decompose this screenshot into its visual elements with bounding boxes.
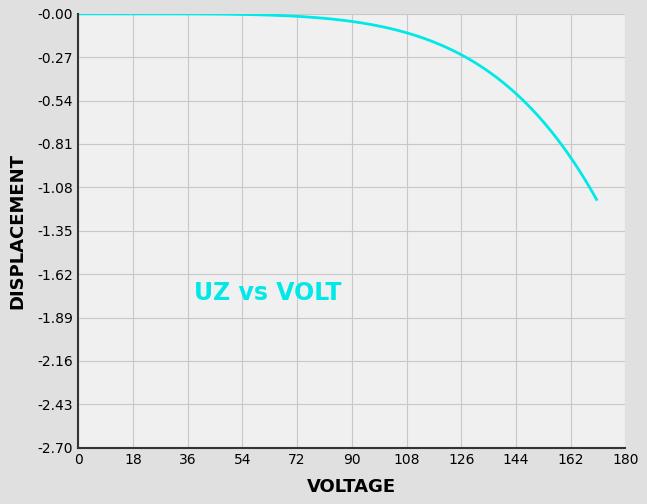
Y-axis label: DISPLACEMENT: DISPLACEMENT: [8, 153, 27, 309]
Text: UZ vs VOLT: UZ vs VOLT: [193, 281, 341, 305]
X-axis label: VOLTAGE: VOLTAGE: [307, 478, 397, 495]
